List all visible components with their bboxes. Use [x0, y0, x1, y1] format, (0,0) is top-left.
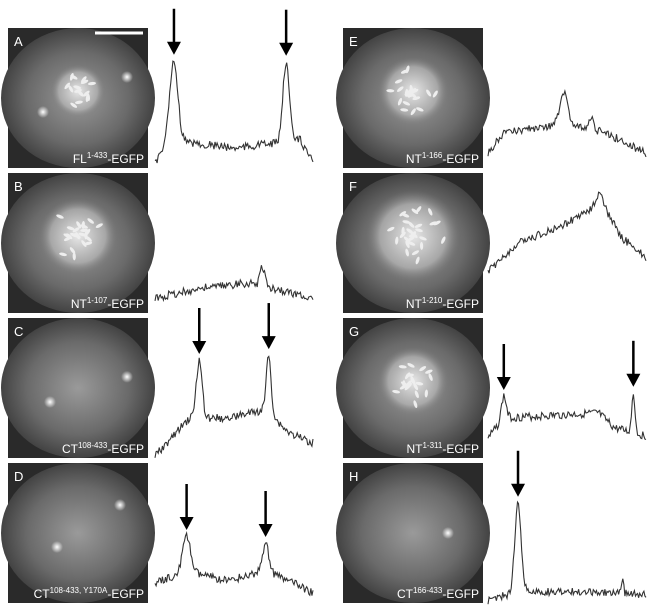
spindle-pole: [37, 106, 49, 118]
panel-letter: D: [14, 469, 23, 484]
construct-range: 108-433, Y170A: [50, 586, 108, 595]
construct-label: NT1-107-EGFP: [71, 296, 144, 311]
panel: G NT1-311-EGFP: [336, 318, 646, 458]
arrow-head: [262, 336, 276, 349]
construct-range: 1-311: [422, 441, 442, 450]
arrow-head: [497, 377, 511, 390]
construct-range: 166-433: [413, 586, 443, 595]
construct-name: NT: [406, 297, 423, 311]
panel-letter: B: [14, 179, 23, 194]
cell: [336, 463, 490, 603]
panel: A FL1-433-EGFP: [1, 9, 313, 168]
panel: F NT1-210-EGFP: [336, 173, 646, 313]
construct-range: 1-433: [87, 151, 108, 160]
panel-letter: G: [349, 324, 359, 339]
construct-name: NT: [71, 297, 88, 311]
construct-name: FL: [73, 152, 87, 166]
arrow-head: [180, 517, 194, 530]
spindle-pole: [121, 71, 133, 83]
intensity-profile: [488, 394, 646, 440]
panel: E NT1-166-EGFP: [336, 28, 646, 168]
construct-name: CT: [34, 587, 51, 601]
arrow-head: [511, 484, 525, 497]
construct-label: NT1-210-EGFP: [406, 296, 479, 311]
intensity-profile: [155, 533, 313, 596]
construct-range: 1-210: [422, 296, 443, 305]
panel: B NT1-107-EGFP: [1, 173, 313, 313]
arrow-head: [167, 42, 181, 55]
spindle-pole: [114, 499, 126, 511]
chromosome: [402, 380, 405, 388]
construct-name: NT: [406, 152, 423, 166]
panel: C CT108-433-EGFP: [1, 303, 313, 458]
construct-suffix: -EGFP: [107, 297, 144, 311]
construct-label: NT1-311-EGFP: [406, 441, 479, 456]
intensity-profile: [155, 356, 313, 457]
construct-range: 108-433: [78, 441, 108, 450]
intensity-profile: [488, 502, 646, 604]
construct-suffix: -EGFP: [442, 587, 479, 601]
construct-suffix: -EGFP: [107, 442, 144, 456]
construct-suffix: -EGFP: [107, 587, 144, 601]
spindle-pole: [121, 371, 133, 383]
intensity-profile: [488, 91, 646, 157]
cell: [1, 463, 155, 603]
construct-name: CT: [397, 587, 414, 601]
figure: AFL1-433-EGFPBNT1-107-EGFPCCT108-433-EGF…: [0, 0, 652, 608]
intensity-profile: [155, 61, 313, 163]
panel: D CT108-433, Y170A-EGFP: [1, 463, 313, 603]
construct-suffix: -EGFP: [442, 297, 479, 311]
panel: H CT166-433-EGFP: [336, 451, 646, 604]
construct-label: FL1-433-EGFP: [73, 151, 144, 166]
panel-letter: F: [349, 179, 357, 194]
construct-range: 1-166: [422, 151, 443, 160]
construct-suffix: -EGFP: [442, 152, 479, 166]
construct-name: CT: [62, 442, 79, 456]
construct-suffix: -EGFP: [107, 152, 144, 166]
construct-name: NT: [406, 442, 423, 456]
arrow-head: [279, 43, 293, 56]
arrow-head: [626, 374, 640, 387]
cell: [1, 318, 155, 458]
panel-letter: H: [349, 469, 358, 484]
intensity-profile: [155, 265, 313, 301]
panel-letter: C: [14, 324, 23, 339]
construct-label: NT1-166-EGFP: [406, 151, 479, 166]
spindle-pole: [44, 396, 56, 408]
panel-letter: A: [14, 34, 23, 49]
construct-range: 1-107: [87, 296, 108, 305]
construct-suffix: -EGFP: [442, 442, 479, 456]
spindle-pole: [51, 541, 63, 553]
spindle-pole: [442, 527, 454, 539]
arrow-head: [192, 341, 206, 354]
panel-letter: E: [349, 34, 358, 49]
intensity-profile: [488, 192, 646, 273]
arrow-head: [259, 524, 273, 537]
